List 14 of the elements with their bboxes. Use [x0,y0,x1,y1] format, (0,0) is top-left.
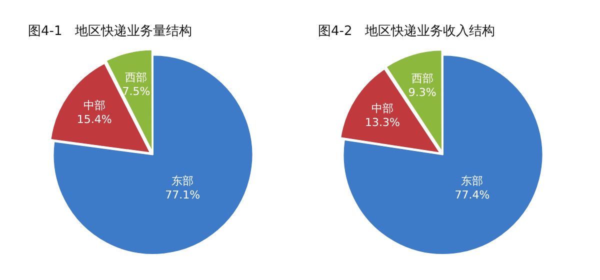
slice-label: 东部 [172,174,194,188]
slice-label: 西部 [411,72,434,85]
slice-label: 中部 [372,102,394,116]
chart-title: 图4-1 地区快递业务量结构 [28,24,192,40]
chart-title: 图4-2 地区快递业务收入结构 [318,24,496,40]
data-label: 13.3% [365,116,400,130]
data-label: 9.3% [408,86,436,99]
data-label: 77.4% [454,188,490,202]
data-label: 7.5% [122,84,150,98]
slice-label: 东部 [461,174,484,188]
data-label: 15.4% [76,113,112,126]
slice-label: 中部 [83,99,106,112]
slice-label: 西部 [125,70,148,84]
data-label: 77.1% [165,188,200,202]
